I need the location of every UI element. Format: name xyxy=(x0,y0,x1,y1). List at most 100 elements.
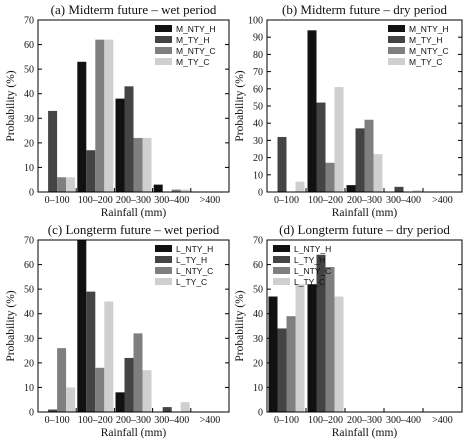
bar xyxy=(316,102,326,192)
y-tick-label: 80 xyxy=(253,50,263,61)
legend-label: M_TY_H xyxy=(176,35,210,45)
legend-swatch xyxy=(273,267,290,274)
bar xyxy=(346,185,356,192)
legend-label: M_NTY_H xyxy=(176,24,216,34)
bar xyxy=(153,184,163,192)
y-tick-label: 30 xyxy=(253,136,263,147)
chart-title: (d) Longterm future – dry period xyxy=(279,222,450,237)
bar xyxy=(77,61,87,193)
bar xyxy=(286,316,296,412)
bar xyxy=(77,240,87,412)
y-tick-label: 30 xyxy=(24,334,34,345)
legend-label: L_NTY_H xyxy=(294,244,331,254)
x-axis-label: Rainfall (mm) xyxy=(332,207,398,219)
legend-swatch xyxy=(155,267,172,274)
y-tick-label: 100 xyxy=(248,16,263,27)
y-tick-label: 0 xyxy=(29,188,34,199)
x-tick-label: 100–200 xyxy=(78,415,113,426)
legend: M_NTY_HM_TY_HM_NTY_CM_TY_C xyxy=(388,24,449,67)
legend: L_NTY_HL_TY_HL_NTY_CL_TY_C xyxy=(273,244,331,287)
y-tick-label: 40 xyxy=(253,309,263,320)
bar xyxy=(180,189,190,192)
legend: L_NTY_HL_TY_HL_NTY_CL_TY_C xyxy=(155,244,213,287)
bar xyxy=(115,392,125,412)
x-tick-label: >400 xyxy=(432,195,453,206)
bar xyxy=(104,39,114,193)
bar xyxy=(48,409,58,412)
x-tick-label: 200–300 xyxy=(347,415,382,426)
bar xyxy=(86,150,96,192)
bar xyxy=(307,30,317,192)
y-tick-label: 70 xyxy=(24,16,34,27)
chart-panel-3: (d) Longterm future – dry period 0 10 20 30 4… xyxy=(234,222,463,439)
legend: M_NTY_HM_TY_HM_NTY_CM_TY_C xyxy=(155,24,216,67)
y-tick-label: 50 xyxy=(253,102,263,113)
bar xyxy=(412,190,422,192)
y-tick-label: 60 xyxy=(253,84,263,95)
legend-label: L_TY_H xyxy=(176,255,207,265)
x-tick-label: 100–200 xyxy=(308,195,343,206)
y-tick-label: 0 xyxy=(258,188,263,199)
plot-frame xyxy=(37,239,230,413)
bar xyxy=(115,98,125,192)
chart-panel-0: (a) Midterm future – wet period 0 10 20 30 40… xyxy=(5,2,230,219)
y-tick-label: 70 xyxy=(253,67,263,78)
bar xyxy=(57,177,67,192)
y-tick-label: 50 xyxy=(24,65,34,76)
legend-label: L_TY_C xyxy=(294,277,325,287)
bar xyxy=(124,86,134,192)
bar xyxy=(334,296,344,412)
legend-swatch xyxy=(273,278,290,285)
x-tick-label: 0–100 xyxy=(45,415,70,426)
bar xyxy=(48,110,58,192)
x-axis-label: Rainfall (mm) xyxy=(101,427,167,439)
y-axis-label: Probability (%) xyxy=(5,70,17,141)
bar xyxy=(268,296,278,412)
x-axis-label: Rainfall (mm) xyxy=(101,207,167,219)
bar xyxy=(66,387,76,412)
plot-frame xyxy=(266,239,463,413)
y-tick-label: 20 xyxy=(24,138,34,149)
y-tick-label: 30 xyxy=(253,334,263,345)
bar xyxy=(355,128,365,192)
bar xyxy=(142,370,152,412)
y-tick-label: 0 xyxy=(29,408,34,419)
bar xyxy=(295,284,305,412)
x-tick-label: 100–200 xyxy=(308,415,343,426)
y-tick-label: 0 xyxy=(258,408,263,419)
y-tick-label: 60 xyxy=(24,40,34,51)
bar xyxy=(277,328,287,412)
y-tick-label: 10 xyxy=(253,170,263,181)
x-tick-label: >400 xyxy=(200,415,221,426)
chart-title: (a) Midterm future – wet period xyxy=(51,2,217,17)
y-axis-label: Probability (%) xyxy=(234,70,246,141)
legend-swatch xyxy=(273,256,290,263)
x-tick-label: 300–400 xyxy=(386,195,421,206)
x-axis-label: Rainfall (mm) xyxy=(332,427,398,439)
x-tick-label: 300–400 xyxy=(386,415,421,426)
chart-title: (b) Midterm future – dry period xyxy=(282,2,447,17)
bar xyxy=(95,367,105,412)
y-tick-label: 20 xyxy=(253,358,263,369)
bar xyxy=(171,189,181,192)
x-tick-label: 200–300 xyxy=(116,195,151,206)
legend-swatch xyxy=(273,245,290,252)
legend-label: L_NTY_H xyxy=(176,244,213,254)
y-tick-label: 10 xyxy=(24,383,34,394)
legend-label: L_TY_C xyxy=(176,277,207,287)
bar xyxy=(325,267,335,412)
y-tick-label: 90 xyxy=(253,33,263,44)
bar xyxy=(86,291,96,412)
y-tick-label: 70 xyxy=(24,236,34,247)
legend-swatch xyxy=(155,245,172,252)
x-tick-label: 200–300 xyxy=(347,195,382,206)
chart-panel-1: (b) Midterm future – dry period 0 10 20 30 40… xyxy=(234,2,463,219)
x-tick-label: 100–200 xyxy=(78,195,113,206)
y-tick-label: 50 xyxy=(24,285,34,296)
plot-frame xyxy=(37,19,230,193)
x-tick-label: 300–400 xyxy=(154,415,189,426)
x-tick-label: 0–100 xyxy=(274,415,299,426)
bar xyxy=(373,154,383,192)
legend-swatch xyxy=(388,47,405,54)
